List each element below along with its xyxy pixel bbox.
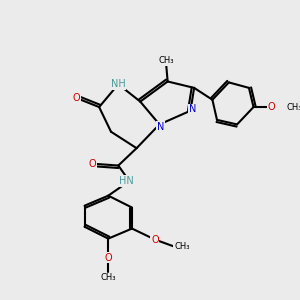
Text: O: O — [73, 93, 80, 103]
Text: CH₃: CH₃ — [174, 242, 190, 251]
Text: O: O — [89, 159, 97, 169]
Text: CH₃: CH₃ — [287, 103, 300, 112]
Text: N: N — [189, 104, 196, 114]
Text: NH: NH — [111, 79, 126, 89]
Text: O: O — [151, 235, 159, 244]
Text: CH₃: CH₃ — [158, 56, 174, 65]
Text: CH₃: CH₃ — [100, 273, 116, 282]
Text: HN: HN — [119, 176, 134, 186]
Text: N: N — [157, 122, 164, 132]
Text: O: O — [268, 102, 275, 112]
Text: O: O — [104, 253, 112, 263]
